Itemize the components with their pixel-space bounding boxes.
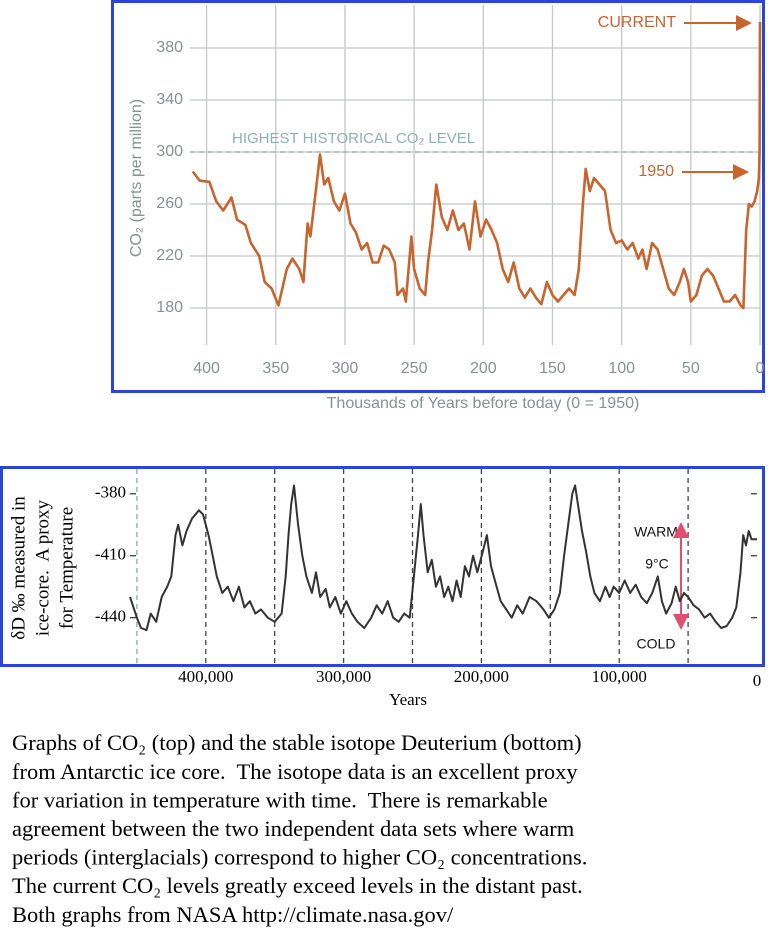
x-axis-label: Thousands of Years before today (0 = 195… xyxy=(327,395,640,412)
x-tick-label: 300,000 xyxy=(316,667,371,686)
annotation: COLD xyxy=(637,636,676,652)
y-tick-label: -440 xyxy=(95,607,126,626)
x-tick-label: 250 xyxy=(401,360,428,377)
x-tick-label: 0 xyxy=(756,360,765,377)
y-tick-label: 340 xyxy=(156,91,183,108)
reference-label: HIGHEST HISTORICAL CO₂ LEVEL xyxy=(232,130,475,147)
top-frame xyxy=(111,0,765,393)
x-tick-label: 50 xyxy=(682,360,700,377)
y-tick-label: 380 xyxy=(156,39,183,56)
x-tick-label: 400,000 xyxy=(178,667,233,686)
y-axis-label: CO₂ (parts per million) xyxy=(128,99,145,257)
caption-line: Both graphs from NASA http://climate.nas… xyxy=(12,902,454,927)
data-line xyxy=(191,21,762,310)
y-tick-label: 260 xyxy=(156,195,183,212)
y-tick-label: -380 xyxy=(95,483,126,502)
x-tick-label: 400 xyxy=(193,360,220,377)
caption-line: for variation in temperature with time. … xyxy=(12,787,548,812)
annotation: WARM xyxy=(634,524,678,540)
x-tick-label: 100,000 xyxy=(592,667,647,686)
x-tick-label: 150 xyxy=(539,360,566,377)
caption-line: from Antarctic ice core. The isotope dat… xyxy=(12,759,578,784)
y-axis-label: for Temperature xyxy=(56,507,77,629)
y-tick-label: -410 xyxy=(95,545,126,564)
y-axis-label: δD ‰ measured in xyxy=(8,496,29,640)
x-tick-label: 300 xyxy=(332,360,359,377)
x-tick-label: 100 xyxy=(608,360,635,377)
caption-line: The current CO₂ levels greatly exceed le… xyxy=(12,873,583,898)
caption-line: periods (interglacials) correspond to hi… xyxy=(12,845,587,870)
y-tick-label: 220 xyxy=(156,247,183,264)
caption-line: Graphs of CO₂ (top) and the stable isoto… xyxy=(12,730,582,755)
x-tick-label: 200 xyxy=(470,360,497,377)
annotation: CURRENT xyxy=(598,14,676,31)
x-tick-label: 0 xyxy=(753,671,762,690)
x-axis-label: Years xyxy=(389,690,427,709)
y-axis-label: ice-core. A proxy xyxy=(32,499,53,636)
x-tick-label: 350 xyxy=(262,360,289,377)
x-tick-label: 200,000 xyxy=(454,667,509,686)
bottom-frame xyxy=(0,466,765,667)
caption-line: agreement between the two independent da… xyxy=(12,816,575,841)
y-tick-label: 300 xyxy=(156,143,183,160)
y-tick-label: 180 xyxy=(156,299,183,316)
annotation: 9°C xyxy=(645,556,669,572)
data-line xyxy=(129,484,757,632)
annotation: 1950 xyxy=(638,163,674,180)
